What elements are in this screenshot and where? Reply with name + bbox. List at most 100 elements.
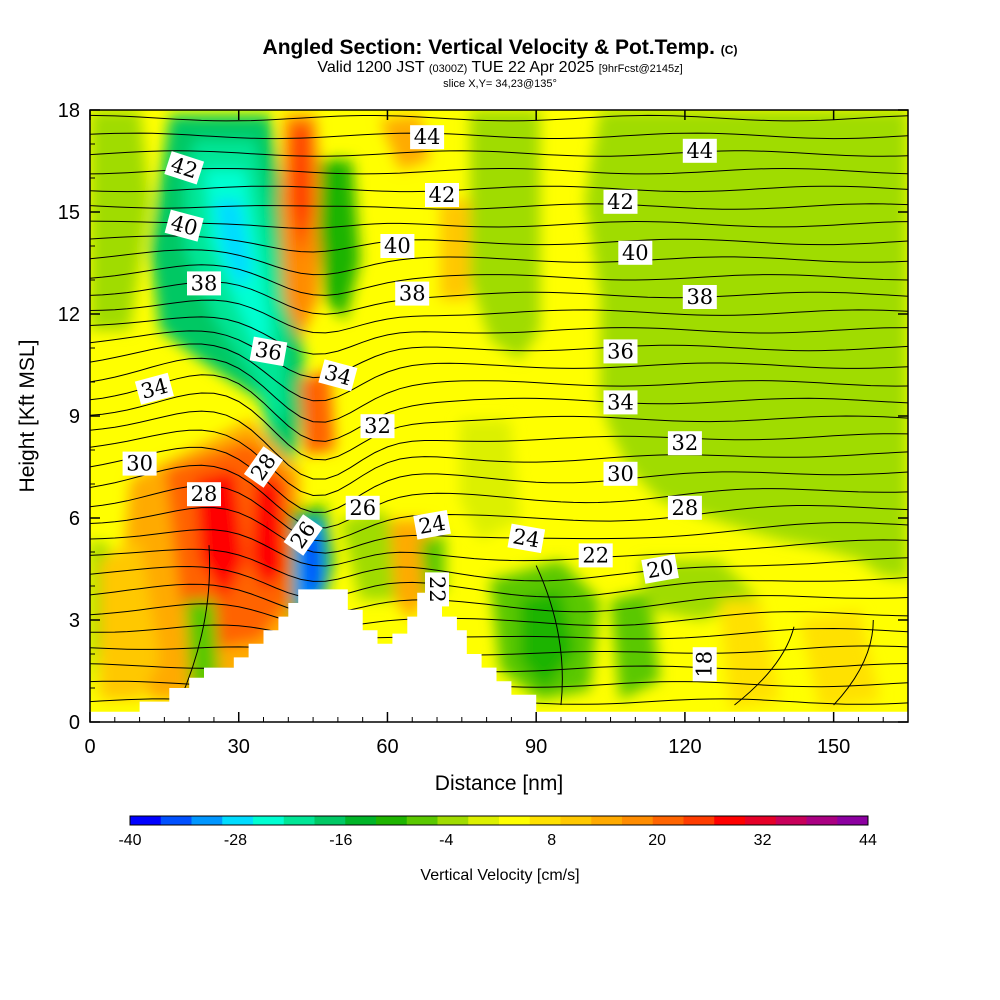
contour-label-bg	[345, 495, 380, 520]
contour-label-text: 22	[582, 543, 609, 567]
contour-label-bg	[249, 336, 288, 367]
contour-label-text: 40	[384, 234, 411, 258]
theta-contour-line	[90, 484, 908, 542]
x-tick-label: 150	[817, 736, 850, 758]
colorbar-swatch	[253, 816, 285, 825]
contour-label-bg	[395, 281, 430, 306]
contour-label-bg	[603, 189, 638, 214]
terrain-mask	[90, 589, 908, 722]
colorbar-swatch	[406, 816, 438, 825]
theta-contour-line	[90, 507, 908, 554]
x-tick-label: 0	[84, 736, 95, 758]
theta-contour-line	[90, 235, 908, 253]
colorbar-swatch	[191, 816, 223, 825]
theta-contour-line	[90, 264, 908, 296]
contour-label-bg	[667, 495, 702, 520]
colorbar-title: Vertical Velocity [cm/s]	[420, 867, 579, 884]
contour-label-bg	[425, 572, 449, 607]
theta-contour-line	[90, 167, 908, 175]
contour-label-bg	[187, 271, 221, 296]
colorbar-tick-label: -40	[118, 832, 141, 849]
colorbar-tick-label: 8	[547, 832, 556, 849]
colorbar-swatch	[345, 816, 377, 825]
contour-label: 18	[692, 647, 717, 682]
contour-label-text: 30	[607, 462, 634, 486]
contour-label: 22	[425, 572, 449, 607]
contour-label: 38	[395, 281, 430, 306]
contour-label-bg	[667, 431, 702, 456]
theta-contour-line	[90, 281, 908, 315]
theta-contour-line	[90, 357, 908, 423]
colorbar-swatch	[376, 816, 408, 825]
contour-label: 44	[410, 125, 445, 150]
contour-label-bg	[507, 523, 546, 554]
valid-date: TUE 22 Apr 2025	[471, 59, 595, 76]
contour-label-text: 38	[191, 271, 218, 295]
theta-contour-line	[90, 150, 908, 157]
colorbar-swatch	[283, 816, 315, 825]
colorbar-swatch	[591, 816, 623, 825]
contour-label: 24	[413, 510, 451, 540]
theta-contour-line	[90, 392, 908, 461]
contour-label-bg	[283, 514, 323, 556]
contour-label: 42	[603, 189, 638, 214]
colorbar-swatch	[652, 816, 684, 825]
contour-label-bg	[618, 240, 653, 265]
contour-label-bg	[641, 554, 679, 584]
theta-contour-line	[90, 645, 908, 656]
contour-label: 44	[682, 138, 717, 163]
contour-label-text: 38	[686, 285, 713, 309]
colorbar-tick-label: 32	[754, 832, 772, 849]
contour-label-bg	[318, 359, 358, 392]
contour-label: 28	[667, 495, 702, 520]
copyright-mark: (C)	[720, 43, 738, 57]
contour-label-bg	[122, 451, 157, 476]
valid-time-line: Valid 1200 JST (0300Z) TUE 22 Apr 2025 […	[0, 59, 1000, 77]
valid-zulu: (0300Z)	[428, 63, 468, 75]
contour-label-bg	[187, 482, 221, 507]
theta-contour-line	[90, 548, 908, 582]
contour-label-text: 34	[607, 390, 634, 414]
contour-label-text: 42	[607, 190, 634, 214]
contour-label-bg	[243, 446, 284, 488]
contour-label-bg	[134, 372, 174, 405]
contour-label: 42	[164, 151, 205, 185]
slice-info: slice X,Y= 34,23@135°	[443, 78, 557, 90]
y-tick-label: 6	[69, 508, 80, 530]
colorbar-tick-label: 20	[648, 832, 666, 849]
theta-contour-line	[90, 343, 908, 402]
theta-contour-line	[833, 619, 874, 706]
x-axis-title: Distance [nm]	[435, 772, 563, 795]
contour-label-text: 28	[191, 482, 218, 506]
contour-label-bg	[682, 138, 717, 163]
theta-contour-line	[90, 410, 908, 480]
contour-label: 38	[682, 285, 717, 309]
colorbar-swatch	[806, 816, 838, 825]
theta-contour-line	[90, 132, 908, 140]
colorbar-swatch	[560, 816, 592, 825]
theta-contour-line	[734, 626, 795, 706]
y-tick-label: 9	[69, 406, 80, 428]
contour-label-bg	[413, 510, 451, 540]
y-tick-label: 12	[58, 304, 80, 326]
contour-label: 22	[578, 543, 613, 568]
theta-contour-line	[90, 464, 908, 529]
contour-label-bg	[425, 183, 459, 207]
valid-forecast: [9hrFcst@2145z]	[598, 63, 683, 75]
theta-contour-line	[90, 529, 908, 567]
contour-label: 36	[603, 339, 638, 364]
theta-contour-line	[90, 249, 908, 276]
colorbar-swatch	[468, 816, 500, 825]
colorbar-tick-label: 44	[859, 832, 877, 849]
colorbar-swatch	[529, 816, 561, 825]
contour-label: 34	[603, 390, 638, 415]
contour-label-text: 18	[693, 651, 717, 678]
x-tick-label: 90	[525, 736, 547, 758]
contour-label-text: 36	[253, 337, 283, 365]
chart-title: Angled Section: Vertical Velocity & Pot.…	[0, 36, 1000, 60]
y-tick-label: 3	[69, 610, 80, 632]
contour-label-bg	[164, 209, 204, 242]
contour-label-bg	[682, 285, 717, 309]
contour-label-text: 22	[425, 576, 449, 603]
